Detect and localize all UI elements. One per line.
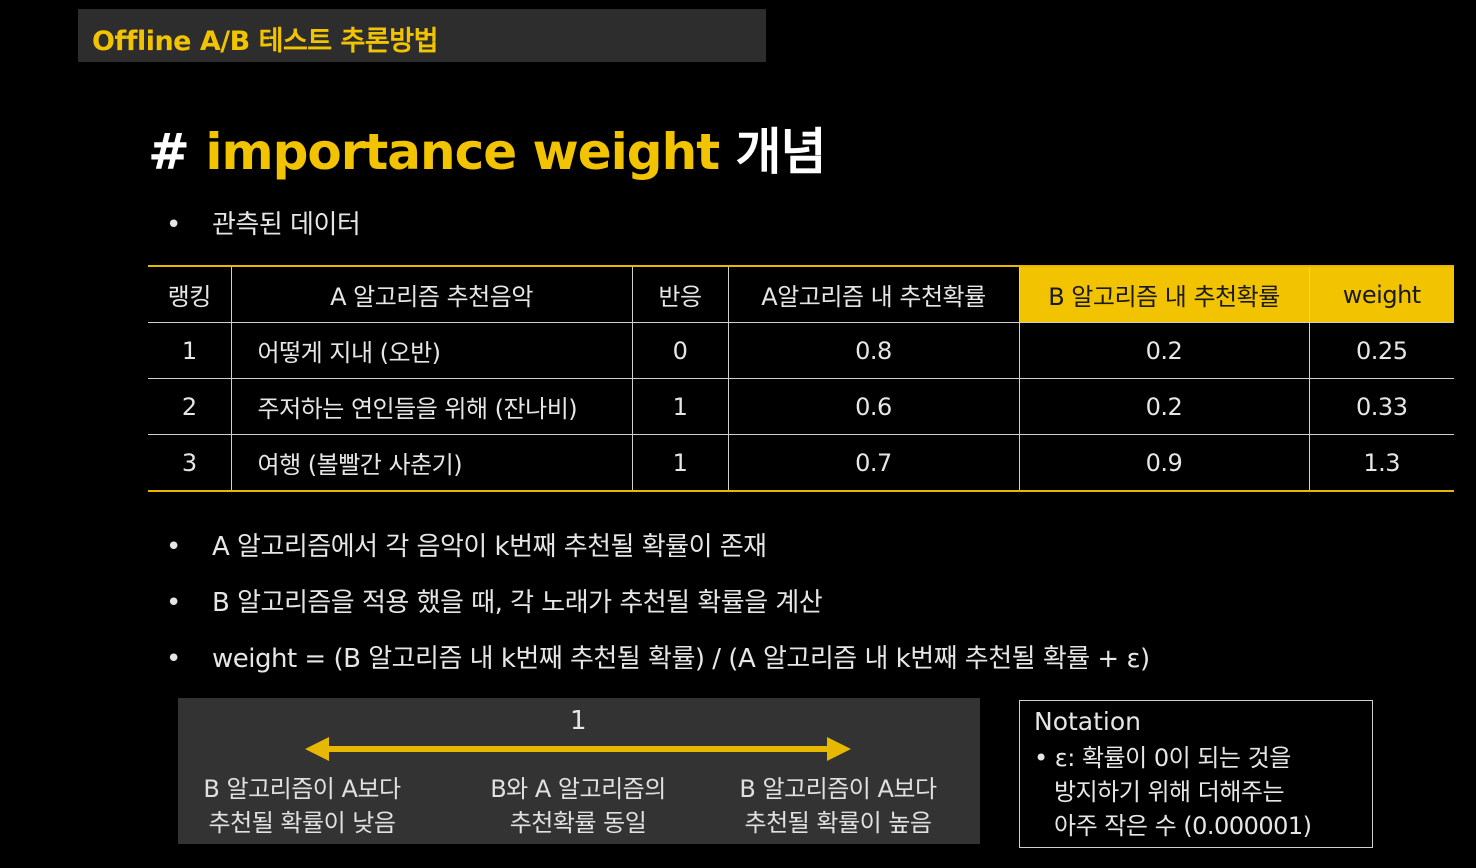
title-keyword: importance weight: [205, 123, 720, 181]
scale-label-equal: B와 A 알고리즘의 추천확률 동일: [478, 772, 678, 840]
header-cell-rank: 랭킹: [148, 266, 232, 323]
bullet-dot: •: [166, 210, 181, 240]
bullet-text: A 알고리즘에서 각 음악이 k번째 추천될 확률이 존재: [212, 532, 767, 562]
notation-box: Notation • ε: 확률이 0이 되는 것을 방지하기 위해 더해주는 …: [1019, 700, 1373, 848]
double-arrow-icon: [305, 737, 851, 761]
bullet-observed-data: • 관측된 데이터: [166, 204, 361, 241]
table-cell: 어떻게 지내 (오반): [231, 322, 633, 379]
data-table: 랭킹 A 알고리즘 추천음악 반응 A알고리즘 내 추천확률 B 알고리즘 내 …: [148, 265, 1454, 492]
page-title: # importance weight 개념: [148, 112, 827, 184]
bullet-text: 관측된 데이터: [212, 210, 361, 240]
title-rest: 개념: [735, 123, 827, 181]
table-cell: 1: [632, 378, 729, 435]
scale-label-line: B 알고리즘이 A보다: [739, 775, 937, 803]
table-cell: 0.6: [728, 378, 1020, 435]
table-cell: 1: [632, 434, 729, 492]
bullet-dot: •: [166, 532, 181, 562]
scale-label-line: 추천확률 동일: [509, 809, 647, 837]
bullet-text: weight = (B 알고리즘 내 k번째 추천될 확률) / (A 알고리즘…: [212, 644, 1150, 674]
bullet-a-prob: • A 알고리즘에서 각 음악이 k번째 추천될 확률이 존재: [166, 526, 767, 563]
header-cell-b-prob: B 알고리즘 내 추천확률: [1019, 266, 1310, 323]
header-cell-a-prob: A알고리즘 내 추천확률: [728, 266, 1020, 323]
bullet-dot: •: [166, 588, 181, 618]
table-row: 1 어떻게 지내 (오반) 0 0.8 0.2 0.25: [148, 322, 1454, 379]
table-cell: 0.2: [1019, 378, 1310, 435]
scale-label-line: B와 A 알고리즘의: [490, 775, 666, 803]
table-cell: 0: [632, 322, 729, 379]
table-cell: 여행 (볼빨간 사춘기): [231, 434, 633, 492]
scale-label-line: 추천될 확률이 높음: [744, 809, 932, 837]
scale-label-line: B 알고리즘이 A보다: [203, 775, 401, 803]
scale-center-value: 1: [570, 706, 587, 736]
header-cell-weight: weight: [1309, 266, 1454, 323]
notation-title: Notation: [1034, 707, 1142, 736]
table-cell: 1.3: [1309, 434, 1454, 492]
table-cell: 0.2: [1019, 322, 1310, 379]
table-cell: 0.9: [1019, 434, 1310, 492]
bullet-text: B 알고리즘을 적용 했을 때, 각 노래가 추천될 확률을 계산: [212, 588, 823, 618]
table-cell: 0.33: [1309, 378, 1454, 435]
table-row: 3 여행 (볼빨간 사춘기) 1 0.7 0.9 1.3: [148, 434, 1454, 492]
bullet-dot: •: [166, 644, 181, 674]
header-cell-response: 반응: [632, 266, 729, 323]
notation-text: • ε: 확률이 0이 되는 것을 방지하기 위해 더해주는 아주 작은 수 (…: [1034, 741, 1312, 843]
table-cell: 0.7: [728, 434, 1020, 492]
table-cell: 2: [148, 378, 232, 435]
notation-line: • ε: 확률이 0이 되는 것을: [1034, 744, 1291, 772]
weight-scale-panel: 1 B 알고리즘이 A보다 추천될 확률이 낮음 B와 A 알고리즘의 추천확률…: [178, 698, 980, 844]
scale-label-line: 추천될 확률이 낮음: [208, 809, 396, 837]
bullet-weight-formula: • weight = (B 알고리즘 내 k번째 추천될 확률) / (A 알고리…: [166, 638, 1150, 675]
scale-label-low: B 알고리즘이 A보다 추천될 확률이 낮음: [202, 772, 402, 840]
notation-line: 방지하기 위해 더해주는: [1054, 778, 1285, 806]
title-hash: #: [148, 123, 190, 181]
header-cell-music: A 알고리즘 추천음악: [231, 266, 633, 323]
scale-label-high: B 알고리즘이 A보다 추천될 확률이 높음: [738, 772, 938, 840]
table-cell: 0.25: [1309, 322, 1454, 379]
table-header-row: 랭킹 A 알고리즘 추천음악 반응 A알고리즘 내 추천확률 B 알고리즘 내 …: [148, 266, 1454, 323]
table-row: 2 주저하는 연인들을 위해 (잔나비) 1 0.6 0.2 0.33: [148, 378, 1454, 435]
table-cell: 3: [148, 434, 232, 492]
table-cell: 주저하는 연인들을 위해 (잔나비): [231, 378, 633, 435]
table-cell: 1: [148, 322, 232, 379]
bullet-b-prob: • B 알고리즘을 적용 했을 때, 각 노래가 추천될 확률을 계산: [166, 582, 823, 619]
header-title: Offline A/B 테스트 추론방법: [92, 26, 438, 57]
header-bar: Offline A/B 테스트 추론방법: [78, 9, 766, 62]
notation-line: 아주 작은 수 (0.000001): [1054, 812, 1312, 840]
table-cell: 0.8: [728, 322, 1020, 379]
